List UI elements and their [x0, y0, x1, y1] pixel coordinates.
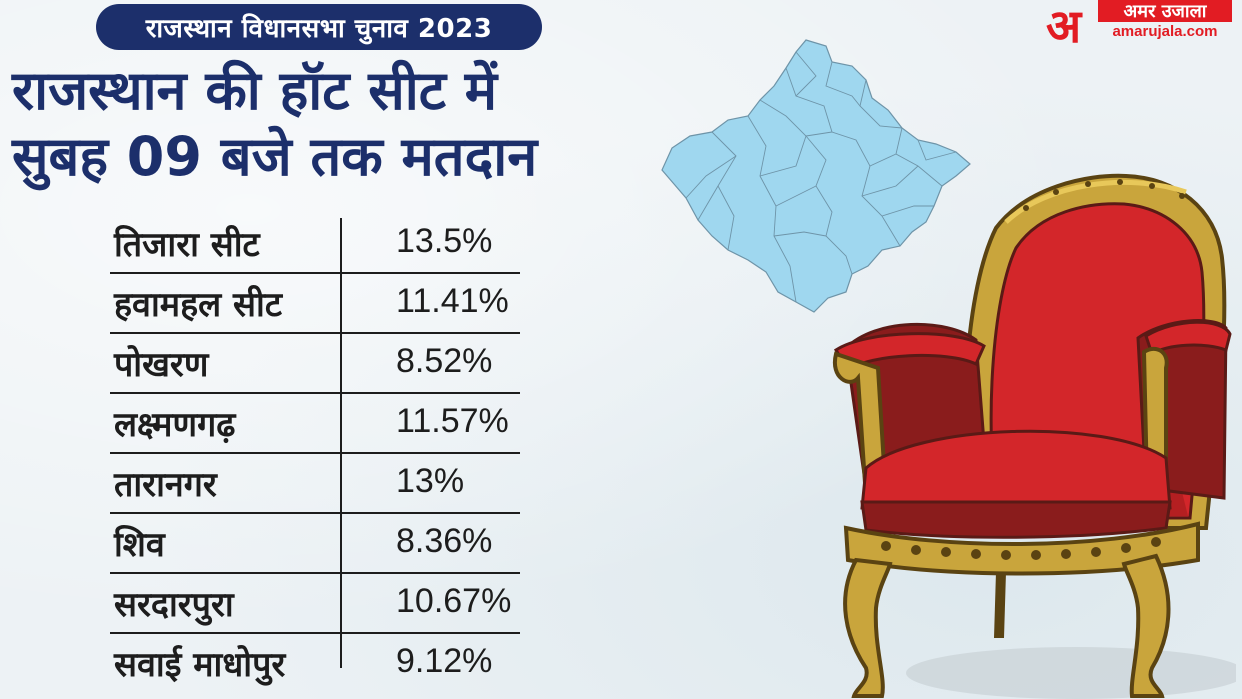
throne-chair-illustration	[832, 173, 1236, 699]
turnout-percent: 8.52%	[396, 342, 493, 380]
table-row: पोखरण 8.52%	[110, 334, 520, 394]
column-divider	[340, 218, 342, 668]
seat-name: सवाई माधोपुर	[114, 645, 286, 685]
headline-line-2: सुबह 09 बजे तक मतदान	[12, 125, 538, 188]
seat-name: तारानगर	[114, 465, 217, 505]
seat-name: लक्ष्मणगढ़	[114, 405, 236, 445]
seat-name: पोखरण	[114, 345, 209, 385]
turnout-percent: 11.57%	[396, 402, 509, 440]
brand-url: amarujala.com	[1112, 23, 1218, 40]
seat-name: शिव	[114, 525, 165, 565]
turnout-percent: 10.67%	[396, 582, 512, 620]
seat-name: हवामहल सीट	[114, 285, 282, 325]
table-row: तिजारा सीट 13.5%	[110, 214, 520, 274]
table-row: हवामहल सीट 11.41%	[110, 274, 520, 334]
turnout-percent: 13.5%	[396, 222, 493, 260]
brand-logo[interactable]: अ अमर उजाला amarujala.com	[1046, 0, 1232, 53]
page-title: राजस्थान की हॉट सीट में सुबह 09 बजे तक म…	[12, 58, 652, 190]
turnout-table: तिजारा सीट 13.5% हवामहल सीट 11.41% पोखरण…	[110, 214, 520, 692]
table-row: सरदारपुरा 10.67%	[110, 574, 520, 634]
rajasthan-map-icon	[661, 39, 971, 313]
brand-mark-icon: अ	[1046, 0, 1082, 53]
brand-name: अमर उजाला	[1098, 0, 1232, 22]
table-row: सवाई माधोपुर 9.12%	[110, 634, 520, 692]
table-row: शिव 8.36%	[110, 514, 520, 574]
seat-name: सरदारपुरा	[114, 585, 234, 625]
turnout-percent: 8.36%	[396, 522, 493, 560]
table-row: तारानगर 13%	[110, 454, 520, 514]
table-row: लक्ष्मणगढ़ 11.57%	[110, 394, 520, 454]
headline-line-1: राजस्थान की हॉट सीट में	[12, 59, 498, 122]
election-tag: राजस्थान विधानसभा चुनाव 2023	[96, 4, 542, 50]
seat-name: तिजारा सीट	[114, 225, 260, 265]
turnout-percent: 13%	[396, 462, 465, 500]
turnout-percent: 11.41%	[396, 282, 509, 320]
turnout-percent: 9.12%	[396, 642, 493, 680]
